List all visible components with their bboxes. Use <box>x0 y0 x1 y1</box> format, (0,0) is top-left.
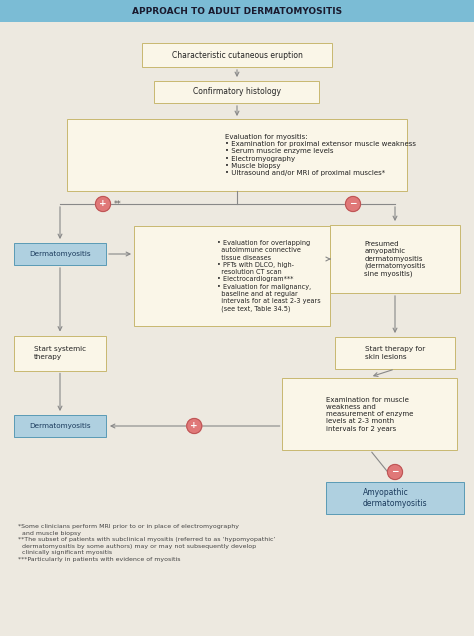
Text: • Evaluation for overlapping
  autoimmune connective
  tissue diseases
• PFTs wi: • Evaluation for overlapping autoimmune … <box>217 240 320 312</box>
Text: −: − <box>391 467 399 476</box>
Text: Confirmatory histology: Confirmatory histology <box>193 88 281 97</box>
FancyBboxPatch shape <box>330 225 460 293</box>
FancyBboxPatch shape <box>155 81 319 103</box>
FancyBboxPatch shape <box>335 337 455 369</box>
FancyBboxPatch shape <box>142 43 332 67</box>
Text: −: − <box>349 200 357 209</box>
FancyBboxPatch shape <box>134 226 330 326</box>
Circle shape <box>388 464 402 480</box>
FancyBboxPatch shape <box>326 482 464 514</box>
FancyBboxPatch shape <box>14 336 106 371</box>
FancyBboxPatch shape <box>14 415 106 437</box>
Text: +: + <box>99 200 107 209</box>
Text: Start systemic
therapy: Start systemic therapy <box>34 347 86 359</box>
Text: Dermatomyositis: Dermatomyositis <box>29 251 91 257</box>
Text: Examination for muscle
weakness and
measurement of enzyme
levels at 2-3 month
in: Examination for muscle weakness and meas… <box>326 396 414 431</box>
Text: Start therapy for
skin lesions: Start therapy for skin lesions <box>365 347 425 359</box>
Circle shape <box>95 197 110 212</box>
Circle shape <box>187 418 202 434</box>
Text: Amyopathic
dermatomyositis: Amyopathic dermatomyositis <box>363 488 428 508</box>
Text: Dermatomyositis: Dermatomyositis <box>29 423 91 429</box>
Circle shape <box>346 197 361 212</box>
Text: **: ** <box>114 200 122 209</box>
FancyBboxPatch shape <box>283 378 457 450</box>
FancyBboxPatch shape <box>67 119 407 191</box>
Text: *Some clinicians perform MRI prior to or in place of electromyography
  and musc: *Some clinicians perform MRI prior to or… <box>18 524 275 562</box>
Text: APPROACH TO ADULT DERMATOMYOSITIS: APPROACH TO ADULT DERMATOMYOSITIS <box>132 6 342 15</box>
Text: +: + <box>191 422 198 431</box>
FancyBboxPatch shape <box>0 0 474 22</box>
Text: Presumed
amyopathic
dermatomyositis
(dermatomyositis
sine myositis): Presumed amyopathic dermatomyositis (der… <box>365 241 426 277</box>
Text: Characteristic cutaneous eruption: Characteristic cutaneous eruption <box>172 50 302 60</box>
Text: Evaluation for myositis:
• Examination for proximal extensor muscle weakness
• S: Evaluation for myositis: • Examination f… <box>225 134 416 176</box>
FancyBboxPatch shape <box>14 243 106 265</box>
